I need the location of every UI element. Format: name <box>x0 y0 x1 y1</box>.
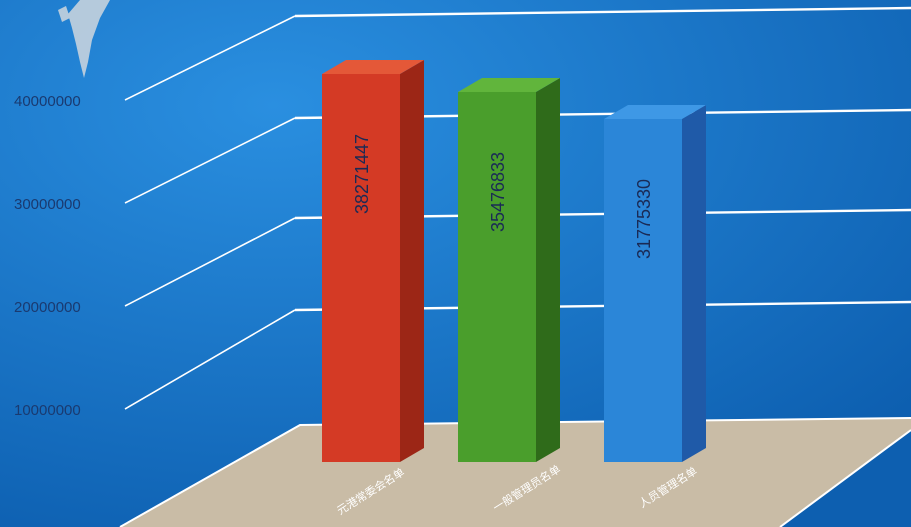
y-tick-label: 10000000 <box>14 402 81 419</box>
y-tick-label: 30000000 <box>14 196 81 213</box>
bar-side <box>536 78 560 462</box>
bar-top <box>322 60 424 74</box>
chart-floor <box>120 418 911 527</box>
gridline-diagonal <box>124 15 296 101</box>
gridline-horizontal <box>294 6 911 18</box>
bar-top <box>458 78 560 92</box>
map-decoration <box>58 0 110 78</box>
bar <box>604 119 682 462</box>
floor-front-edge <box>779 429 911 527</box>
y-tick-label: 20000000 <box>14 299 81 316</box>
bar-top <box>604 105 706 119</box>
bar-side <box>400 60 424 462</box>
bar-value-label: 31775330 <box>634 179 654 259</box>
floor-edge <box>119 417 911 527</box>
gridline-diagonal <box>124 309 296 410</box>
bar <box>458 92 536 462</box>
bar-value-label: 38271447 <box>352 134 372 214</box>
bar-side <box>682 105 706 462</box>
gridline-diagonal <box>124 217 296 307</box>
bar <box>322 74 400 462</box>
gridline-diagonal <box>124 117 296 204</box>
bar-value-label: 35476833 <box>488 152 508 232</box>
y-tick-label: 40000000 <box>14 93 81 110</box>
